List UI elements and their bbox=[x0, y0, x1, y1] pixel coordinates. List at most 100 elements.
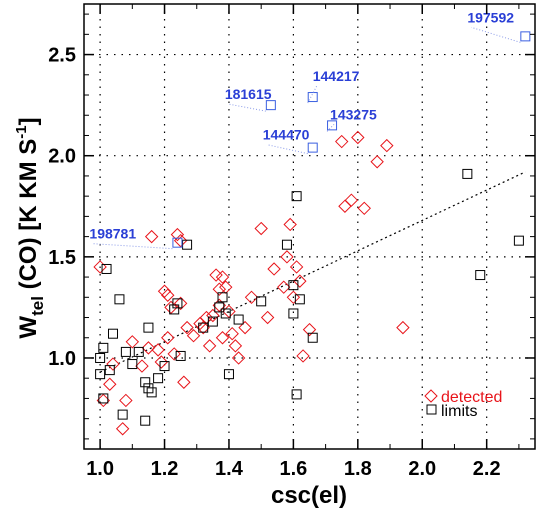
x-tick-label: 1.2 bbox=[151, 458, 179, 480]
detected-point bbox=[135, 359, 149, 373]
annotation-label: 181615 bbox=[225, 86, 272, 102]
detected-point bbox=[161, 331, 175, 345]
limit-point bbox=[462, 168, 473, 179]
annotation-leader bbox=[471, 26, 521, 43]
detected-point bbox=[206, 308, 220, 323]
y-axis-label-main: W bbox=[15, 316, 42, 339]
x-tick-labels: 1.0 1.2 1.4 1.6 1.8 2.0 2.2 bbox=[86, 458, 500, 480]
y-tick-label: 1.0 bbox=[48, 348, 76, 370]
detected-point bbox=[125, 335, 140, 349]
detected-point bbox=[335, 134, 349, 149]
x-tick-label: 1.8 bbox=[344, 458, 372, 480]
fit-line bbox=[99, 171, 526, 373]
annotations: 198781 181615 144217 143275 144470 197592 bbox=[89, 9, 514, 241]
limit-point bbox=[159, 361, 170, 372]
legend: detected limits bbox=[424, 389, 502, 420]
y-tick-label: 2.5 bbox=[48, 45, 76, 67]
limit-point bbox=[98, 393, 109, 404]
annotation-label: 143275 bbox=[330, 106, 377, 122]
limit-point bbox=[214, 302, 225, 313]
x-axis-label: csc(el) bbox=[271, 482, 347, 509]
limit-point bbox=[207, 316, 218, 327]
limit-point bbox=[169, 304, 180, 315]
detected-point bbox=[254, 221, 268, 236]
x-tick-label: 1.6 bbox=[279, 458, 307, 480]
limit-point bbox=[281, 239, 292, 250]
limit-point bbox=[140, 415, 151, 426]
limit-point bbox=[175, 350, 186, 361]
limit-point bbox=[104, 365, 115, 376]
limit-point bbox=[217, 292, 228, 303]
limit-point bbox=[198, 322, 209, 333]
detected-point bbox=[351, 130, 365, 145]
detected-point bbox=[267, 262, 281, 276]
detected-point bbox=[170, 227, 185, 242]
detected-point bbox=[173, 296, 188, 311]
y-axis-label-sup: -1 bbox=[13, 125, 30, 138]
detected-point bbox=[228, 339, 243, 353]
x-tick-label: 2.0 bbox=[408, 458, 436, 480]
plot-frame bbox=[83, 3, 536, 450]
y-axis-label-sub: tel bbox=[28, 296, 47, 316]
detected-point bbox=[202, 339, 217, 353]
detected-point bbox=[231, 351, 246, 365]
detected-point bbox=[296, 349, 310, 363]
detected-point bbox=[283, 217, 297, 232]
legend-limits-label: limits bbox=[441, 403, 477, 420]
detected-point bbox=[225, 326, 239, 341]
detected-point bbox=[212, 282, 227, 296]
detected-point bbox=[186, 329, 201, 343]
limit-point bbox=[146, 387, 157, 398]
labeled-limit-point bbox=[307, 142, 318, 153]
limit-point bbox=[294, 294, 305, 305]
limit-point bbox=[143, 322, 154, 333]
detected-point bbox=[119, 393, 133, 408]
limit-point bbox=[120, 346, 131, 357]
detected-point bbox=[238, 320, 252, 335]
labeled-limit-point bbox=[172, 237, 183, 248]
y-tick-label: 1.5 bbox=[48, 247, 76, 269]
detected-point bbox=[293, 274, 307, 288]
limit-point bbox=[95, 369, 106, 380]
limit-point bbox=[223, 369, 234, 380]
limit-point bbox=[513, 235, 524, 246]
detected-point bbox=[177, 375, 191, 389]
y-axis-label: Wtel (CO) [K KM S-1] bbox=[13, 117, 47, 338]
x-tick-label: 1.4 bbox=[215, 458, 244, 480]
y-axis-label-end: ] bbox=[15, 117, 42, 125]
detected-point bbox=[396, 320, 410, 335]
detected-point bbox=[180, 320, 194, 335]
limit-point bbox=[291, 191, 302, 202]
limit-point bbox=[95, 352, 106, 363]
detected-point bbox=[277, 280, 291, 294]
limit-point bbox=[233, 314, 244, 325]
limit-point bbox=[307, 332, 318, 343]
limit-point bbox=[98, 342, 109, 353]
detected-point bbox=[115, 422, 130, 436]
limit-point bbox=[220, 308, 231, 319]
limit-point bbox=[107, 328, 118, 339]
limit-point bbox=[475, 270, 486, 281]
detected-point bbox=[151, 343, 165, 357]
detected-point bbox=[380, 138, 394, 153]
detected-point bbox=[103, 377, 117, 391]
detected-point bbox=[370, 155, 384, 169]
detected-point bbox=[215, 270, 230, 284]
detected-point bbox=[289, 260, 304, 274]
limit-point bbox=[133, 346, 144, 357]
gridlines bbox=[84, 4, 535, 449]
annotation-label: 198781 bbox=[89, 226, 136, 242]
limit-point bbox=[153, 373, 164, 384]
detected-point bbox=[144, 229, 159, 244]
detected-point bbox=[215, 331, 230, 345]
annotation-label: 144470 bbox=[263, 127, 310, 143]
annotation-label: 144217 bbox=[313, 68, 360, 84]
limit-point bbox=[182, 239, 193, 250]
labeled-limit-point bbox=[307, 92, 318, 103]
data-points bbox=[93, 31, 531, 436]
detected-point bbox=[357, 201, 371, 216]
annotation-leader bbox=[266, 144, 308, 155]
limit-point bbox=[172, 298, 183, 309]
